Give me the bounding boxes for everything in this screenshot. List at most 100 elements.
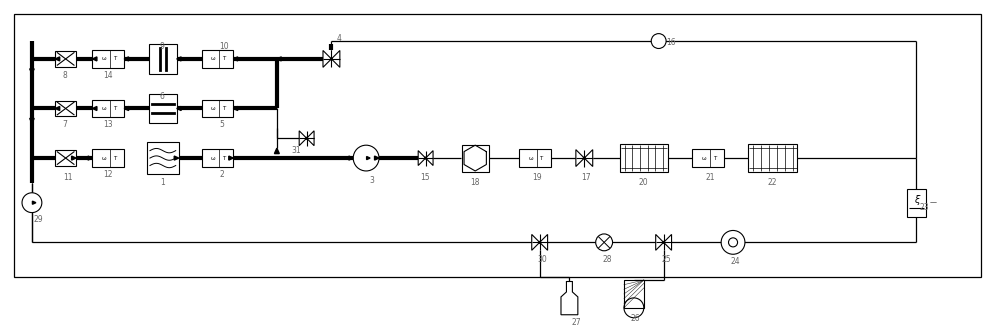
Text: 13: 13 — [103, 121, 113, 130]
Polygon shape — [32, 201, 36, 204]
Circle shape — [596, 234, 613, 251]
Text: 9: 9 — [160, 42, 165, 51]
Circle shape — [22, 193, 42, 212]
Bar — [748, 144, 797, 172]
Text: ω: ω — [211, 106, 216, 111]
Text: 18: 18 — [470, 178, 480, 187]
Bar — [92, 100, 124, 118]
Text: ω: ω — [702, 156, 707, 161]
Text: T: T — [222, 56, 225, 61]
Polygon shape — [30, 69, 34, 74]
Text: 16: 16 — [667, 38, 676, 47]
Bar — [55, 101, 76, 116]
Circle shape — [721, 230, 745, 254]
Text: T: T — [540, 156, 543, 161]
Polygon shape — [274, 148, 279, 154]
Bar — [692, 149, 724, 167]
Text: 28: 28 — [602, 255, 612, 264]
Polygon shape — [92, 57, 97, 61]
Text: ω: ω — [102, 106, 107, 111]
Polygon shape — [299, 131, 307, 146]
Bar — [519, 149, 551, 167]
Text: 31: 31 — [292, 146, 301, 155]
Text: 20: 20 — [639, 178, 648, 187]
Polygon shape — [124, 107, 129, 111]
Text: 22: 22 — [768, 178, 777, 187]
Polygon shape — [124, 57, 129, 61]
Polygon shape — [174, 156, 179, 160]
Polygon shape — [426, 151, 433, 166]
Text: 15: 15 — [421, 173, 430, 182]
Polygon shape — [233, 57, 238, 61]
Circle shape — [330, 58, 333, 60]
Polygon shape — [375, 156, 379, 160]
Polygon shape — [584, 150, 593, 166]
Polygon shape — [55, 107, 60, 111]
Text: 23: 23 — [919, 203, 929, 212]
Polygon shape — [229, 156, 233, 160]
Polygon shape — [30, 119, 34, 123]
Polygon shape — [55, 57, 60, 61]
Polygon shape — [233, 107, 238, 111]
Polygon shape — [92, 107, 97, 111]
Text: 21: 21 — [705, 173, 715, 182]
Text: 10: 10 — [219, 42, 229, 51]
Text: T: T — [113, 106, 116, 111]
Text: 17: 17 — [581, 173, 591, 182]
Bar — [202, 100, 233, 118]
Text: ω: ω — [211, 56, 216, 61]
Polygon shape — [576, 150, 584, 166]
Bar — [149, 44, 177, 74]
Circle shape — [353, 145, 379, 171]
Text: 5: 5 — [219, 121, 224, 130]
Polygon shape — [307, 131, 314, 146]
Polygon shape — [323, 51, 331, 67]
Polygon shape — [540, 234, 548, 250]
Text: 1: 1 — [160, 178, 165, 187]
Bar — [92, 50, 124, 68]
Text: 12: 12 — [103, 170, 113, 179]
Polygon shape — [418, 151, 426, 166]
Polygon shape — [88, 156, 92, 160]
Polygon shape — [367, 157, 370, 160]
Text: ω: ω — [211, 156, 216, 161]
Text: 29: 29 — [34, 214, 44, 223]
Circle shape — [424, 157, 427, 159]
Bar — [907, 189, 926, 216]
Bar — [462, 145, 489, 171]
Circle shape — [651, 34, 666, 49]
Text: T: T — [713, 156, 716, 161]
Text: 7: 7 — [63, 121, 68, 130]
Circle shape — [662, 241, 665, 243]
Polygon shape — [177, 107, 181, 111]
Polygon shape — [177, 57, 181, 61]
Bar — [14, 14, 981, 277]
Polygon shape — [532, 234, 540, 250]
Polygon shape — [664, 234, 672, 250]
Bar — [149, 94, 177, 123]
Polygon shape — [561, 281, 578, 315]
Text: 3: 3 — [369, 176, 374, 185]
Bar — [624, 280, 644, 308]
Text: T: T — [222, 156, 225, 161]
Bar — [202, 50, 233, 68]
Text: 2: 2 — [219, 170, 224, 179]
Circle shape — [305, 137, 308, 140]
Bar — [92, 149, 124, 167]
Text: ω: ω — [102, 156, 107, 161]
Text: 26: 26 — [631, 314, 641, 323]
Polygon shape — [349, 156, 353, 160]
Text: 25: 25 — [662, 255, 671, 264]
Text: 30: 30 — [538, 255, 547, 264]
Text: 11: 11 — [64, 173, 73, 182]
Text: 27: 27 — [571, 318, 581, 327]
Text: ω: ω — [528, 156, 533, 161]
Text: 8: 8 — [63, 71, 67, 80]
Polygon shape — [331, 51, 340, 67]
Polygon shape — [72, 156, 76, 160]
Bar — [55, 51, 76, 67]
Text: 19: 19 — [532, 173, 541, 182]
Circle shape — [729, 238, 738, 247]
Bar — [202, 149, 233, 167]
Text: 4: 4 — [336, 34, 341, 43]
